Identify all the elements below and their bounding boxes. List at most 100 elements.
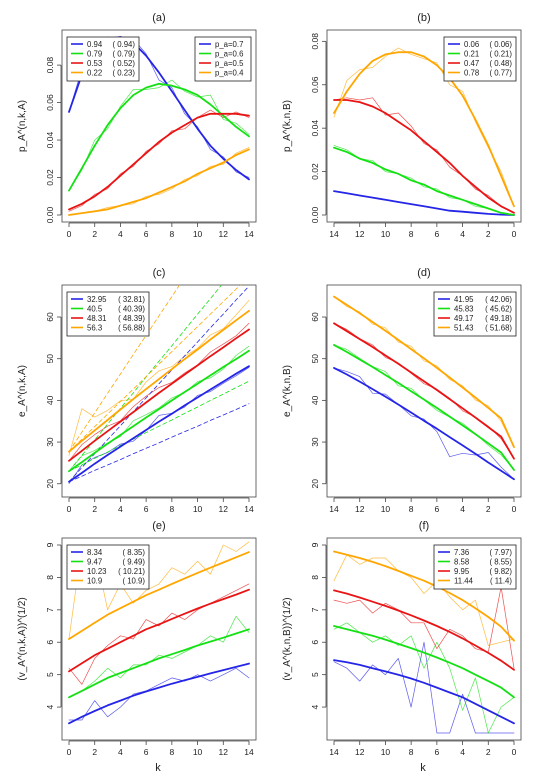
y-tick-label: 4 (45, 704, 55, 709)
legend-paren-value: ( 0.79) (112, 49, 135, 58)
series-line-orange-smooth (68, 551, 250, 640)
plot-frame (326, 284, 522, 498)
series-line-blue-smooth (333, 659, 515, 725)
y-tick-label: 30 (310, 437, 320, 447)
legend-paren-value: ( 8.35) (122, 548, 145, 557)
x-tick-label: 0 (512, 747, 517, 757)
legend-paren-value: ( 11.4) (490, 576, 512, 585)
y-tick-label: 7 (310, 607, 320, 612)
legend-top-right: p_a=0.7p_a=0.6p_a=0.5p_a=0.4 (194, 36, 252, 82)
x-tick-label: 2 (92, 229, 97, 239)
legend-label: 8.58 (454, 557, 469, 566)
series-line-blue-raw (68, 367, 250, 485)
y-tick-label: 0.08 (45, 57, 55, 74)
panel-title: (b) (417, 12, 430, 24)
series-line-red-raw (68, 583, 250, 685)
x-tick-label: 10 (193, 504, 203, 514)
legend-top-right: 41.95 ( 42.06) 45.83 ( 45.62) 49.17 ( 49.18) 5… (433, 291, 517, 337)
x-tick-label: 14 (329, 229, 339, 239)
legend-label: 0.22 (87, 68, 102, 77)
legend-top-right: 7.36 ( 7.97) 8.58 ( 8.55) 9.95 ( 9.82) 11.44 ( … (433, 544, 517, 590)
series-line-green-raw (68, 615, 250, 698)
series-line-green-smooth (68, 82, 250, 192)
x-tick-label: 0 (512, 229, 517, 239)
series-line-orange-dashed (68, 285, 241, 453)
legend-label: 10.23 (87, 567, 107, 576)
legend-label: p_a=0.6 (215, 49, 243, 58)
legend-label: 51.43 (454, 323, 474, 332)
panel-title: (e) (152, 520, 165, 532)
x-tick-label: 4 (118, 504, 123, 514)
series-line-red-smooth (68, 112, 250, 211)
legend-label: 40.5 (87, 304, 103, 313)
series-line-red-raw (333, 322, 515, 460)
legend-paren-value: ( 0.06) (489, 40, 512, 49)
series-line-blue-raw (68, 667, 250, 721)
y-axis-label: p_A^(n,k,A) (17, 100, 28, 152)
y-axis-label: (v_A^(k,n,B))^(1/2) (282, 597, 293, 680)
y-tick-label: 40 (310, 395, 320, 405)
y-axis-label: e_A^(n,k,A) (17, 365, 28, 417)
legend-paren-value: ( 0.48) (489, 59, 512, 68)
x-tick-label: 2 (92, 504, 97, 514)
panel-c: (c) e_A^(n,k,A) 0 2 4 6 8 10 12 14 20 30 40 50 60 32.95… (17, 267, 257, 514)
legend-label: 41.95 (454, 295, 474, 304)
x-tick-label: 10 (381, 229, 391, 239)
series-group (333, 47, 515, 216)
x-tick-label: 8 (169, 747, 174, 757)
x-tick-label: 6 (434, 504, 439, 514)
x-axis-label-left: k (155, 762, 161, 774)
x-tick-label: 4 (118, 747, 123, 757)
series-line-green-raw (333, 622, 515, 734)
legend-label: 7.36 (454, 548, 469, 557)
y-tick-label: 8 (310, 575, 320, 580)
legend-label: 10.9 (87, 576, 102, 585)
x-tick-label: 0 (512, 504, 517, 514)
x-tick-label: 4 (460, 504, 465, 514)
series-line-orange-smooth (333, 51, 515, 208)
x-tick-label: 12 (355, 229, 365, 239)
series-line-orange-smooth (68, 309, 250, 453)
legend-label: 49.17 (454, 314, 474, 323)
legend-paren-value: ( 32.81) (118, 295, 145, 304)
series-line-green-smooth (333, 343, 515, 471)
legend-label: 45.83 (454, 304, 474, 313)
plot-frame (61, 284, 257, 498)
y-tick-label: 5 (45, 672, 55, 677)
legend-label: 0.47 (464, 59, 479, 68)
x-tick-label: 4 (460, 229, 465, 239)
series-line-blue-smooth (333, 190, 515, 216)
x-tick-label: 8 (409, 229, 414, 239)
legend-label: 11.44 (454, 576, 474, 585)
legend-label: p_a=0.5 (215, 59, 244, 68)
legend-paren-value: ( 0.23) (112, 68, 135, 77)
legend-label: p_a=0.4 (215, 68, 244, 77)
y-axis-label: e_A^(k,n,B) (282, 365, 293, 417)
plot-frame (326, 537, 522, 741)
legend-label: 48.31 (87, 314, 107, 323)
series-line-orange-smooth (333, 550, 515, 642)
x-tick-label: 8 (409, 504, 414, 514)
legend-paren-value: ( 42.06) (485, 295, 512, 304)
series-line-blue-smooth (68, 662, 250, 725)
x-tick-label: 10 (193, 229, 203, 239)
x-tick-label: 10 (193, 747, 203, 757)
legend-top-left: 0.94 ( 0.94) 0.79 ( 0.79) 0.53 ( 0.52) 0.22 ( 0… (66, 36, 140, 82)
series-line-red-smooth (68, 328, 250, 462)
legend-paren-value: ( 40.39) (118, 304, 145, 313)
series-group (333, 295, 515, 481)
x-tick-label: 8 (169, 504, 174, 514)
x-tick-label: 8 (409, 747, 414, 757)
x-tick-label: 12 (219, 504, 229, 514)
y-tick-label: 60 (45, 312, 55, 322)
y-tick-label: 8 (45, 575, 55, 580)
series-line-red-smooth (333, 99, 515, 214)
x-tick-label: 6 (144, 504, 149, 514)
y-tick-label: 9 (310, 542, 320, 547)
y-tick-label: 4 (310, 704, 320, 709)
series-line-green-raw (68, 345, 250, 472)
x-tick-label: 4 (118, 229, 123, 239)
legend-label: p_a=0.7 (215, 40, 243, 49)
series-line-green-smooth (333, 146, 515, 216)
panel-e: (e) (v_A^(n,k,A))^(1/2) 0 2 4 6 8 10 12 14 4 5 6 7 8 9 8… (17, 520, 257, 757)
